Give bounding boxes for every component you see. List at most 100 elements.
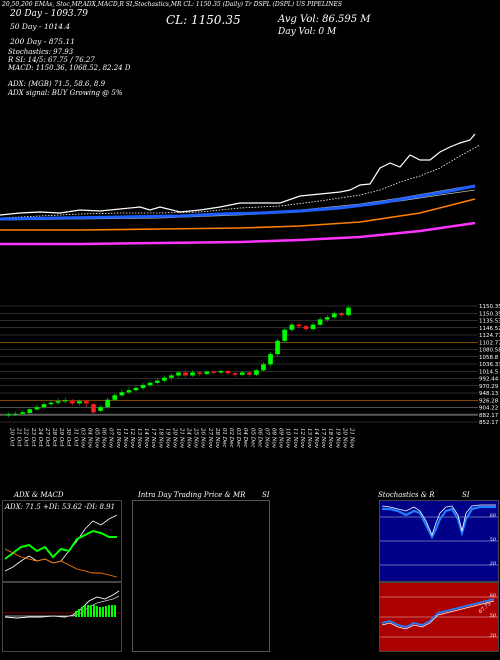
- candle-up: [268, 353, 273, 365]
- price-tick-label: 904.22: [479, 406, 498, 412]
- adx-label: ADX: (MGB) 71.5, 58.6, 8.9: [8, 80, 106, 88]
- rsi-panel: 80 50 20 67.75: [379, 582, 499, 652]
- candle-up: [126, 390, 132, 393]
- candle-up: [190, 372, 196, 376]
- ema-chart: [0, 133, 481, 246]
- candle-down: [225, 370, 231, 374]
- candle-down: [84, 401, 89, 404]
- date-tick-label: 21 Nov: [348, 427, 354, 449]
- candle-up: [98, 406, 104, 411]
- date-tick-label: 23 Oct: [30, 427, 36, 447]
- intraday-si-label: SI: [262, 491, 270, 499]
- stoch-level-50: 50: [489, 537, 496, 543]
- candle-up: [13, 413, 19, 415]
- date-tick-label: 18 Nov: [327, 428, 333, 449]
- date-tick-label: 14 Nov: [313, 428, 319, 449]
- date-tick-label: 20 Oct: [9, 427, 15, 447]
- ema50-label: 50 Day - 1014.4: [10, 22, 71, 31]
- date-tick-label: 07 Nov: [263, 428, 269, 449]
- candle-up: [41, 404, 47, 408]
- adx-readout: ADX: 71.5 +DI: 53.62 -DI: 8.91: [5, 503, 116, 511]
- date-tick-label: 10 Nov: [115, 428, 121, 449]
- candle-down: [211, 371, 217, 373]
- price-tick-label: 970.29: [479, 384, 499, 390]
- rsi-level-20: 20: [489, 633, 496, 639]
- candle-up: [112, 395, 118, 400]
- price-tick-label: 1124.77: [479, 333, 500, 339]
- candle-down: [183, 372, 188, 376]
- candle-up: [48, 402, 54, 405]
- adx-signal-label: ADX signal: BUY Growing @ 5%: [8, 89, 123, 97]
- candle-up: [289, 324, 295, 330]
- candle-up: [76, 401, 82, 404]
- date-tick-label: 03 Nov: [79, 428, 85, 449]
- close-line: [0, 133, 476, 216]
- date-tick-label: 05 Dec: [249, 428, 255, 448]
- candle-down: [303, 325, 309, 330]
- candle-up: [239, 372, 245, 375]
- candle-up: [218, 370, 224, 373]
- price-tick-label: 882.17: [479, 413, 499, 419]
- date-tick-label: 02 Dec: [228, 428, 234, 448]
- macd-label: MACD: 1150.36, 1068.52, 82.24 D: [8, 64, 131, 72]
- date-tick-label: 24 Nov: [186, 427, 192, 449]
- ema20-line: [0, 144, 481, 219]
- date-tick-label: 28 Nov: [214, 427, 220, 449]
- date-tick-label: 13 Nov: [136, 428, 142, 449]
- candle-up: [140, 384, 146, 389]
- ema20-label: 20 Day - 1093.79: [10, 9, 88, 19]
- header-top-line: 20,50,200 EMAs, Stoc,MP,ADX,MACD,R SI,St…: [2, 1, 343, 8]
- candle-down: [246, 372, 252, 375]
- ema50-line: [0, 184, 476, 221]
- date-tick-label: 09 Nov: [278, 428, 284, 449]
- date-tick-label: 19 Nov: [334, 428, 340, 449]
- candle-up: [346, 307, 351, 316]
- candle-up: [6, 414, 11, 416]
- candle-up: [204, 371, 210, 375]
- macd-panel: [2, 582, 122, 652]
- date-tick-label: 19 Nov: [164, 428, 170, 449]
- candle-up: [282, 329, 288, 341]
- price-tick-label: 1014.5: [479, 369, 499, 375]
- date-tick-label: 25 Nov: [193, 427, 199, 449]
- rsi-level-80: 80: [489, 593, 496, 599]
- date-tick-label: 24 Oct: [37, 427, 43, 447]
- date-tick-label: 11 Nov: [292, 428, 298, 449]
- rsi-level-50: 50: [489, 613, 496, 619]
- date-tick-label: 28 Oct: [51, 427, 57, 447]
- date-tick-label: 11 Nov: [122, 428, 128, 449]
- adx-lines: [4, 514, 118, 578]
- date-tick-label: 18 Nov: [157, 428, 163, 449]
- candle-up: [34, 406, 40, 410]
- candle-up: [161, 377, 167, 381]
- price-tick-label: 852.17: [479, 420, 499, 426]
- stoch-level-20: 20: [489, 561, 496, 567]
- price-tick-label: 926.28: [479, 398, 499, 404]
- price-tick-label: 1058.8: [479, 355, 499, 361]
- candle-up: [324, 317, 330, 320]
- candle-down: [69, 401, 75, 404]
- candle-up: [176, 372, 181, 376]
- price-tick-label: 1150.35: [479, 304, 500, 310]
- date-tick-label: 17 Nov: [320, 428, 326, 449]
- date-tick-label: 04 Nov: [86, 428, 92, 449]
- stoch-level-80: 80: [489, 513, 496, 519]
- candle-up: [310, 324, 316, 330]
- date-tick-label: 21 Nov: [179, 427, 185, 449]
- candle-up: [119, 392, 125, 396]
- date-tick-label: 20 Nov: [171, 427, 177, 449]
- candle-up: [317, 319, 323, 325]
- candle-down: [296, 324, 302, 327]
- close-price-label: CL: 1150.35: [166, 13, 241, 27]
- price-tick-label: 1135.53: [479, 319, 500, 325]
- ema-magenta-line: [0, 221, 476, 246]
- candle-up: [147, 382, 153, 386]
- date-tick-label: 20 Nov: [341, 427, 347, 449]
- candle-down: [197, 372, 203, 375]
- stochastics-label: Stochastics: 97.93: [8, 48, 74, 56]
- price-tick-label: 1102.77: [479, 340, 500, 346]
- avg-volume-label: Avg Vol: 86.595 M: [278, 14, 371, 25]
- stochastics-si-label: SI: [462, 491, 470, 499]
- candle-up: [331, 313, 337, 318]
- date-tick-label: 03 Dec: [235, 428, 241, 448]
